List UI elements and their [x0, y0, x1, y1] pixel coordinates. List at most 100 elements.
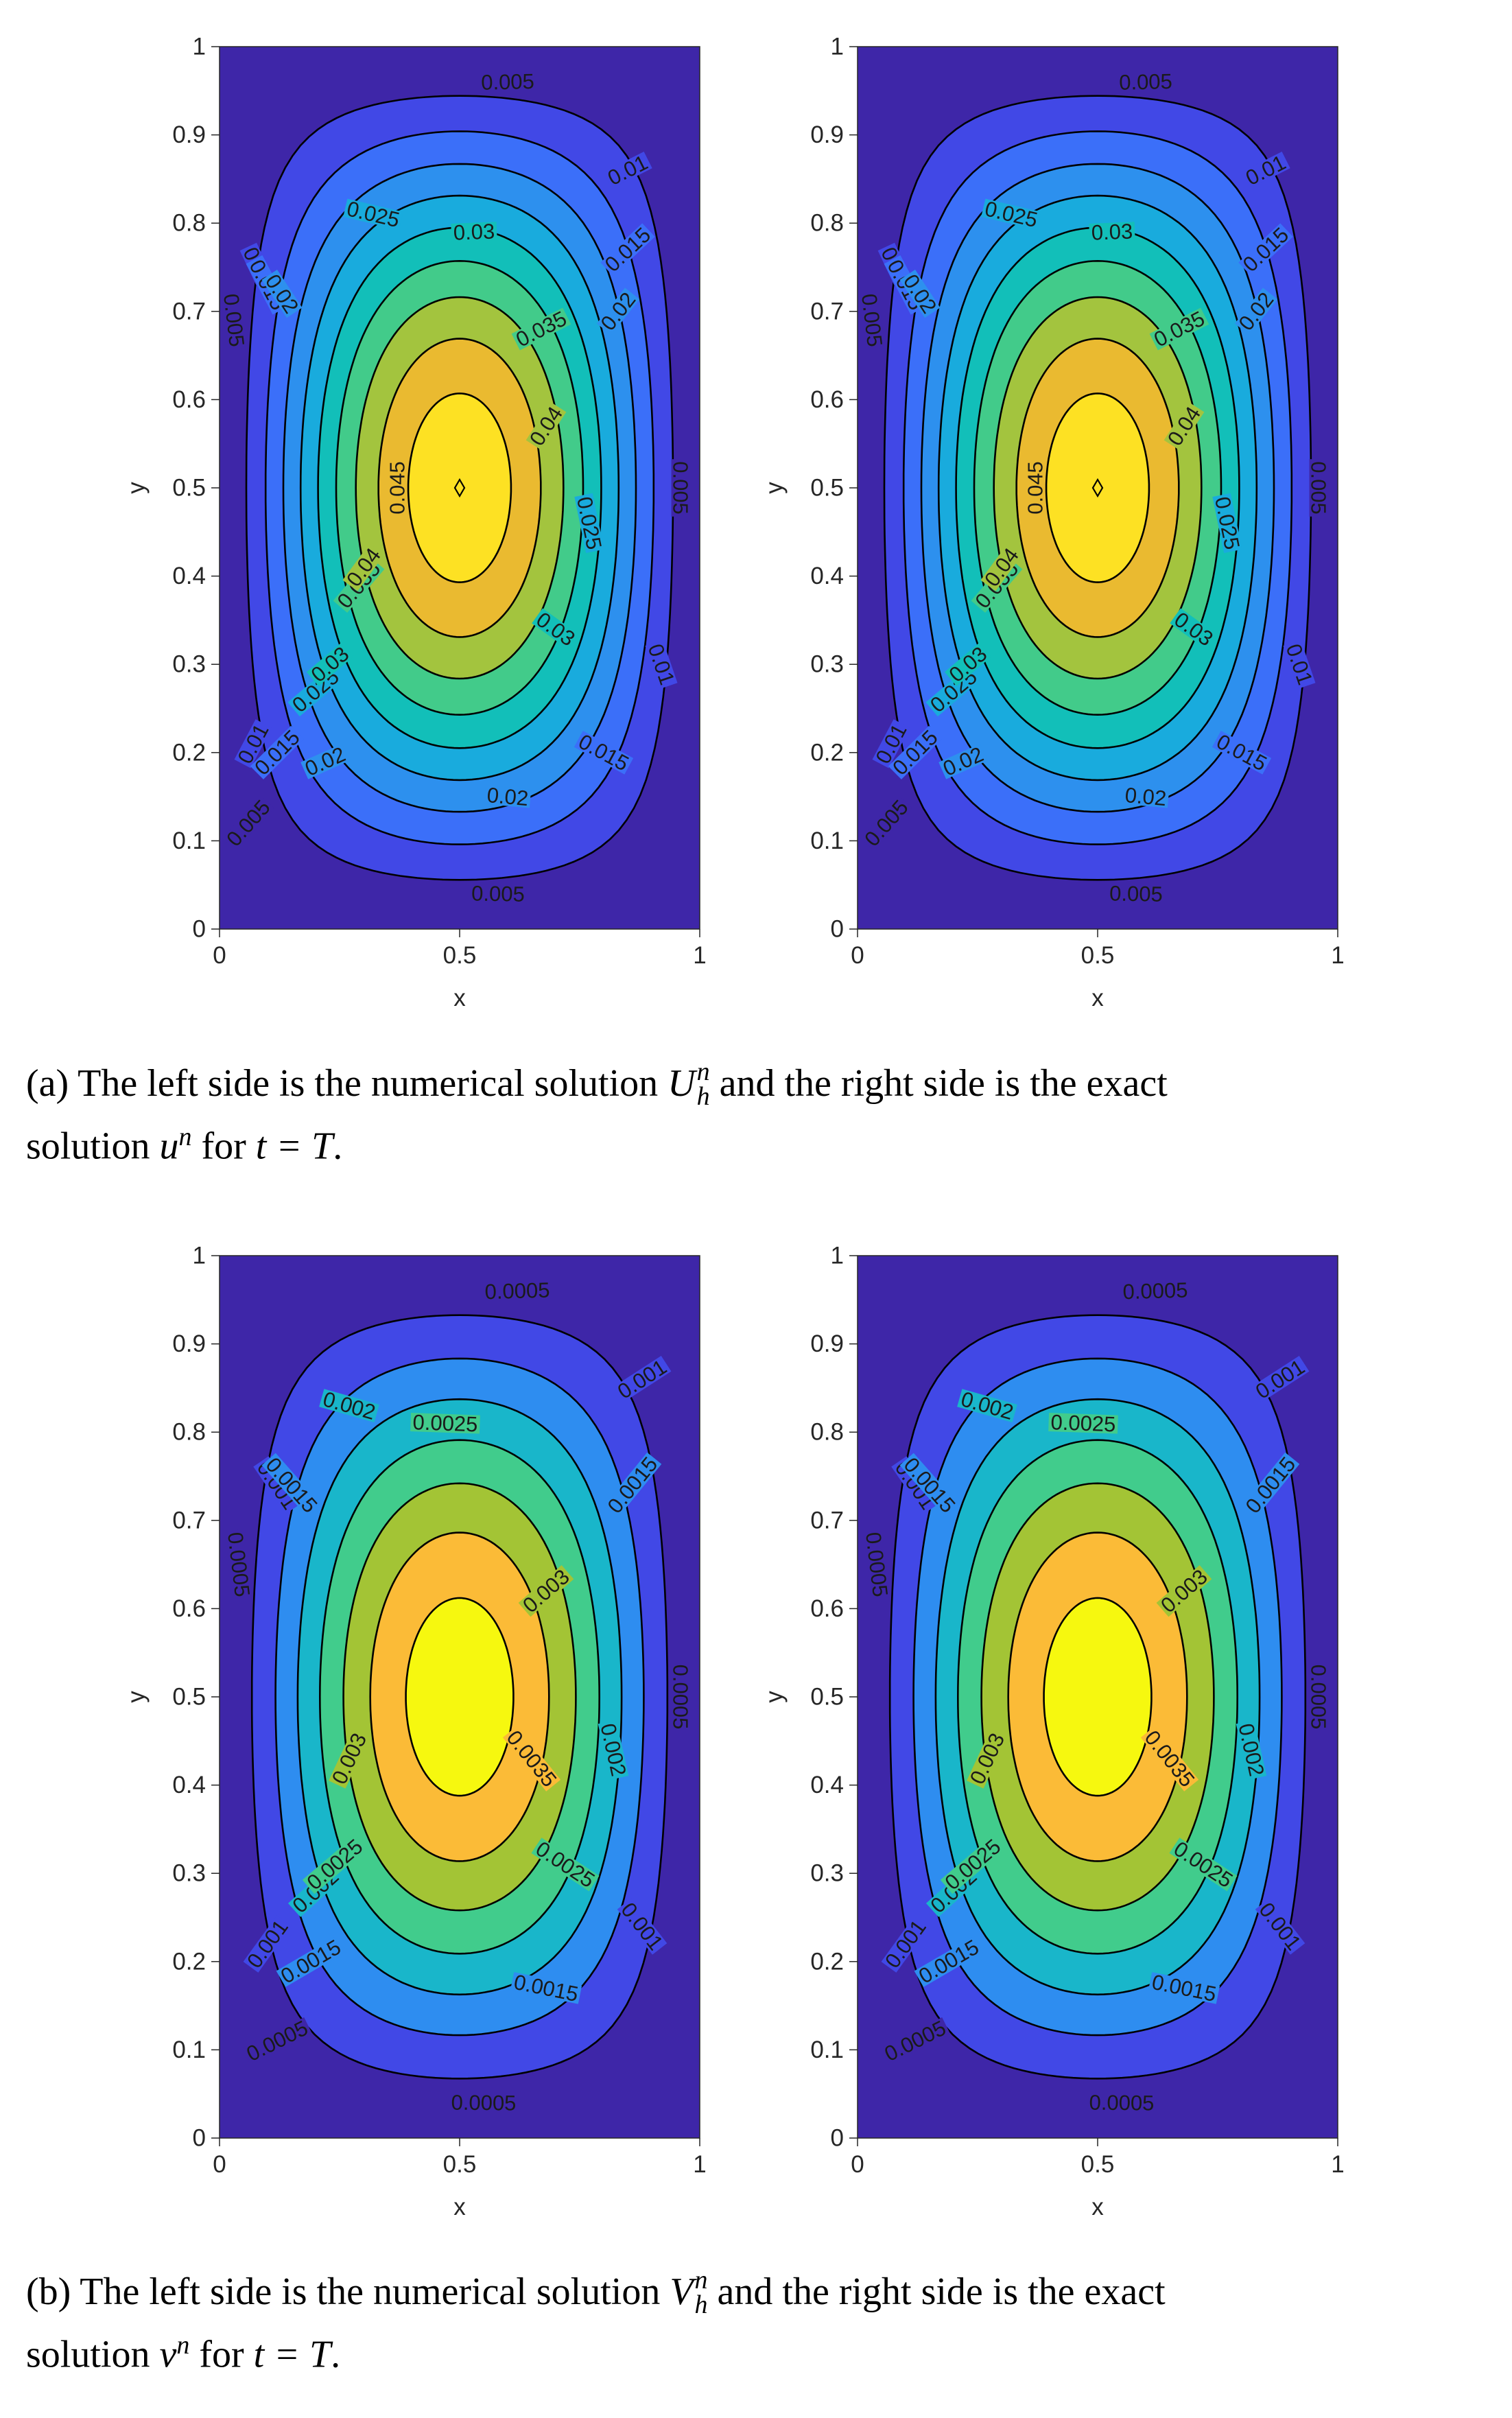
x-tick-label: 1 [693, 942, 706, 969]
y-tick-label: 0.2 [172, 739, 206, 766]
contour-line-3 [282, 163, 637, 813]
x-tick-label: 1 [693, 2151, 706, 2178]
y-tick-label: 0 [831, 916, 844, 943]
x-tick-label: 1 [1331, 2151, 1344, 2178]
contour-label: 0.005 [481, 69, 534, 95]
caption-a-symbol-2: u [159, 1125, 179, 1168]
plot-b-left: 0.0005 0.0005 0.0005 0.0005 0.0005 0.001 0.001… [0, 0, 756, 2264]
contour-label: 0.0005 [484, 1278, 550, 1304]
maximum-marker [1091, 478, 1104, 498]
y-tick-label: 0.6 [810, 1595, 844, 1622]
contour-line-1 [888, 1314, 1307, 2080]
y-tick-label: 0.3 [810, 1860, 844, 1887]
contour-plot-b-left: 0.00050.00050.00050.00050.00050.0010.001… [123, 1243, 707, 2221]
contour-line-4 [299, 194, 620, 782]
contour-line-1 [883, 95, 1312, 881]
y-tick-label: 0.6 [172, 386, 206, 413]
contour-line-3 [296, 1398, 623, 1996]
contour-line-6 [973, 259, 1222, 716]
contour-line-5 [317, 226, 602, 749]
caption-b-text-3: solution [26, 2333, 150, 2376]
y-tick-label: 0.9 [810, 121, 844, 148]
caption-b-symbol-1: V [670, 2270, 694, 2313]
caption-b-symbol-1-sup: n [694, 2266, 708, 2295]
contour-band-7 [1043, 1597, 1152, 1796]
y-axis-label: y [761, 1691, 788, 1703]
y-tick-label: 0.7 [810, 1507, 844, 1534]
contour-line-7 [355, 296, 565, 680]
contour-line-5 [342, 1482, 577, 1912]
caption-a-text-3: solution [26, 1125, 150, 1168]
contour-label: 0.03 [453, 219, 495, 244]
y-tick-label: 0.9 [810, 1330, 844, 1357]
contour-line-3 [920, 163, 1275, 813]
y-tick-label: 0 [831, 2125, 844, 2152]
x-tick-label: 1 [1331, 942, 1344, 969]
contour-line-7 [405, 1597, 515, 1797]
contour-plot-a-left: 0.0050.0050.0050.0050.0050.010.010.010.0… [123, 34, 707, 1012]
y-tick-label: 0.3 [172, 651, 206, 678]
contour-label: 0.0025 [412, 1410, 478, 1436]
caption-b-text-1: The left side is the numerical solution [80, 2270, 661, 2313]
plot-b-right: 0.0005 0.0005 0.0005 0.0005 0.0005 0.001 0.001… [761, 1243, 1345, 2221]
maximum-marker [453, 478, 466, 498]
y-tick-label: 0.5 [810, 475, 844, 502]
caption-a: (a) The left side is the numerical solut… [26, 1058, 1487, 1173]
contour-label: 0.03 [1091, 219, 1133, 244]
y-tick-label: 0.8 [172, 210, 206, 237]
caption-b: (b) The left side is the numerical solut… [26, 2266, 1487, 2381]
y-tick-label: 0.6 [810, 386, 844, 413]
contour-line-4 [318, 1439, 601, 1955]
caption-a-symbol-1-sub: h [696, 1082, 710, 1112]
y-tick-label: 0.4 [810, 563, 844, 589]
y-tick-label: 0.9 [172, 121, 206, 148]
y-tick-label: 0.4 [172, 563, 206, 589]
contour-label: 0.005 [1307, 461, 1331, 515]
contour-label: 0.0005 [1089, 2091, 1154, 2115]
contour-line-5 [980, 1482, 1215, 1912]
contour-label: 0.005 [1109, 881, 1163, 906]
contour-line-6 [1007, 1531, 1188, 1862]
x-axis-label: x [453, 2194, 466, 2220]
y-tick-label: 0.4 [172, 1772, 206, 1798]
caption-b-symbol-2: v [159, 2333, 177, 2376]
contour-line-2 [264, 130, 655, 845]
caption-b-symbol-2-sup: n [176, 2331, 190, 2360]
y-tick-label: 1 [831, 1243, 844, 1269]
contour-line-9 [1045, 392, 1150, 583]
y-tick-label: 0 [193, 916, 206, 943]
y-tick-label: 0.8 [810, 210, 844, 237]
y-tick-label: 0.7 [810, 298, 844, 325]
contour-line-6 [335, 259, 584, 716]
y-tick-label: 1 [831, 34, 844, 60]
contour-line-5 [955, 226, 1240, 749]
contour-line-4 [956, 1439, 1239, 1955]
contour-line-8 [1015, 338, 1180, 638]
caption-a-symbol-1-sup: n [696, 1057, 710, 1087]
contour-label: 0.0005 [1307, 1665, 1331, 1730]
caption-b-text-2: and the right side is the exact [717, 2270, 1166, 2313]
contour-line-4 [937, 194, 1258, 782]
y-tick-label: 0.9 [172, 1330, 206, 1357]
plot-a-left: 0.005 0.005 0.005 0.005 0.005 0.01 0.01 0.01 0.0… [0, 0, 756, 1029]
caption-a-text-4: for [201, 1125, 246, 1168]
contour-label: 0.045 [386, 461, 410, 515]
y-tick-label: 0.7 [172, 298, 206, 325]
caption-b-symbol-1-sub: h [694, 2290, 708, 2320]
y-tick-label: 0.2 [172, 1948, 206, 1975]
contour-label: 0.045 [1024, 461, 1048, 515]
x-tick-label: 0.5 [443, 942, 477, 969]
contour-label: 0.0005 [1122, 1278, 1188, 1304]
contour-label: 0.005 [669, 461, 693, 515]
caption-a-text-1: The left side is the numerical solution [78, 1062, 659, 1105]
y-tick-label: 0.3 [172, 1860, 206, 1887]
contour-line-8 [377, 338, 542, 638]
plot-a-right: 0.005 0.005 0.005 0.005 0.005 0.01 0.01 0.01 0.0… [0, 0, 1512, 1029]
y-tick-label: 0.2 [810, 1948, 844, 1975]
caption-b-prefix: (b) [26, 2270, 71, 2313]
y-tick-label: 1 [193, 34, 206, 60]
contour-line-1 [250, 1314, 669, 2080]
contour-plot-a-right: 0.0050.0050.0050.0050.0050.010.010.010.0… [761, 34, 1345, 1012]
y-tick-label: 1 [193, 1243, 206, 1269]
x-tick-label: 0.5 [1081, 2151, 1115, 2178]
